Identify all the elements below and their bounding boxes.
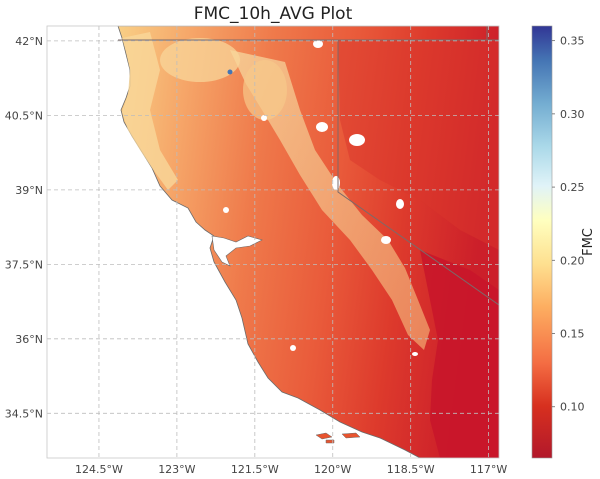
y-tick-label: 39°N bbox=[15, 184, 43, 197]
ca-nv-border bbox=[337, 40, 499, 306]
lake-tahoe bbox=[332, 176, 340, 190]
plot-frame bbox=[46, 25, 500, 459]
gridlines bbox=[47, 26, 499, 458]
colorbar bbox=[531, 25, 553, 459]
desert-dry-zone bbox=[420, 250, 499, 458]
x-tick-label: 120°W bbox=[314, 463, 351, 476]
mono-lake bbox=[381, 236, 391, 244]
north-moist-patch bbox=[160, 38, 240, 82]
y-tick-label: 42°N bbox=[15, 35, 43, 48]
lake-patch bbox=[223, 207, 229, 213]
chart-title: FMC_10h_AVG Plot bbox=[194, 4, 353, 24]
colorbar-tick-label: 0.25 bbox=[560, 181, 585, 194]
nevada-dry-zone bbox=[338, 40, 499, 250]
colorbar-tick-label: 0.35 bbox=[560, 35, 585, 48]
x-tick-label: 117°W bbox=[470, 463, 507, 476]
lake-patch bbox=[316, 122, 328, 132]
sf-bay bbox=[211, 235, 263, 267]
y-tick-label: 36°N bbox=[15, 333, 43, 346]
lake-patch bbox=[290, 345, 296, 351]
colorbar-ticks: 0.10 0.15 0.20 0.25 0.30 0.35 bbox=[552, 35, 585, 414]
coastal-moist-strip bbox=[122, 32, 178, 190]
colorbar-tick-label: 0.20 bbox=[560, 254, 585, 267]
y-axis-ticks: 34.5°N 36°N 37.5°N 39°N 40.5°N 42°N bbox=[5, 35, 43, 420]
channel-island bbox=[315, 432, 333, 440]
x-axis-ticks: 124.5°W 123°W 121.5°W 120°W 118.5°W 117°W bbox=[75, 463, 507, 476]
lake-patch bbox=[349, 134, 365, 146]
channel-island bbox=[341, 432, 361, 439]
x-tick-label: 121.5°W bbox=[231, 463, 279, 476]
lake-patch bbox=[313, 40, 323, 48]
x-tick-label: 124.5°W bbox=[75, 463, 123, 476]
lake-patch bbox=[412, 352, 418, 356]
channel-island bbox=[325, 439, 335, 444]
north-moist-patch-2 bbox=[243, 60, 287, 120]
sierra-ridge-band bbox=[230, 50, 430, 350]
colorbar-tick-label: 0.10 bbox=[560, 401, 585, 414]
x-tick-label: 123°W bbox=[158, 463, 195, 476]
colorbar-tick-label: 0.15 bbox=[560, 328, 585, 341]
y-tick-label: 37.5°N bbox=[5, 258, 43, 271]
high-fmc-spot bbox=[227, 69, 233, 75]
y-tick-label: 40.5°N bbox=[5, 109, 43, 122]
x-tick-label: 118.5°W bbox=[387, 463, 435, 476]
y-tick-label: 34.5°N bbox=[5, 407, 43, 420]
colorbar-tick-label: 0.30 bbox=[560, 108, 585, 121]
colorbar-label: FMC bbox=[581, 228, 596, 256]
lake-patch bbox=[261, 115, 267, 121]
lake-patch bbox=[396, 199, 404, 209]
